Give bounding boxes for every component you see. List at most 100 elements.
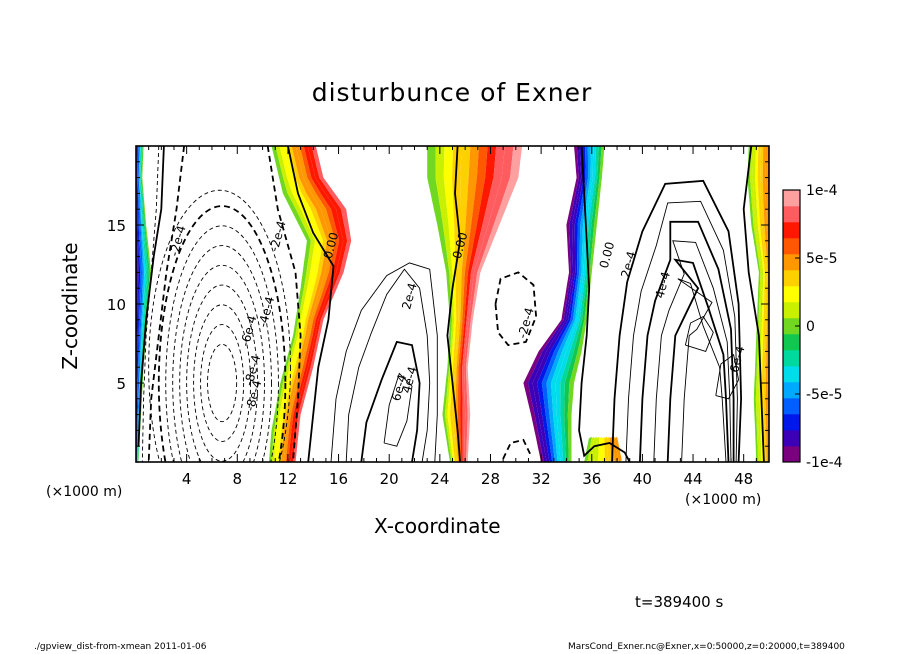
contour-line bbox=[611, 179, 743, 462]
colorbar-swatch bbox=[783, 446, 800, 463]
colorbar-tick-label: 0 bbox=[806, 319, 815, 335]
colorbar: 1e-4 5e-5 0 -5e-5 -1e-4 bbox=[782, 183, 843, 471]
shade-band bbox=[281, 146, 332, 462]
x-tick-label: 36 bbox=[582, 470, 601, 488]
contour-ring bbox=[193, 304, 252, 462]
colorbar-swatch bbox=[783, 254, 800, 271]
contour-label-group: 6e-4 bbox=[727, 344, 748, 374]
contour-line bbox=[330, 262, 438, 462]
shade-band bbox=[273, 146, 319, 462]
x-unit-label-right: (×1000 m) bbox=[685, 492, 762, 508]
x-tick-label: 16 bbox=[329, 470, 348, 488]
colorbar-swatch bbox=[783, 366, 800, 383]
y-tick-label: 5 bbox=[116, 375, 126, 393]
contour-ring bbox=[186, 284, 258, 462]
contour-label-group: 0.00 bbox=[597, 240, 617, 269]
colorbar-swatch bbox=[783, 318, 800, 335]
contour-lines bbox=[137, 146, 765, 462]
shade-band bbox=[137, 146, 149, 462]
shade-band bbox=[427, 146, 452, 462]
contour-line bbox=[266, 146, 302, 462]
x-tick-label: 24 bbox=[430, 470, 449, 488]
plot-area bbox=[136, 146, 769, 462]
shade-band bbox=[137, 146, 147, 462]
shade-band bbox=[598, 436, 602, 462]
contour-line bbox=[446, 146, 462, 462]
colorbar-swatch bbox=[783, 414, 800, 431]
shade-band bbox=[268, 146, 311, 462]
contour-label-group: 0.00 bbox=[321, 231, 341, 260]
shade-band bbox=[460, 146, 497, 462]
colorbar-swatch bbox=[783, 206, 800, 223]
contour-line bbox=[653, 240, 732, 462]
shade-band bbox=[564, 146, 602, 462]
contour-label-group: -4e-4 bbox=[256, 295, 278, 329]
contour-label-group: 0.00 bbox=[450, 231, 470, 260]
shade-band bbox=[443, 146, 457, 462]
contour-line bbox=[625, 200, 738, 462]
contour-label: 0.00 bbox=[450, 231, 470, 260]
contour-label-group: -6e-4 bbox=[238, 314, 260, 348]
shade-band bbox=[551, 146, 594, 462]
y-tick-label: 15 bbox=[107, 217, 126, 235]
colorbar-swatch bbox=[783, 382, 800, 399]
shade-band bbox=[747, 146, 761, 462]
shade-band bbox=[457, 146, 488, 462]
colorbar-swatch bbox=[783, 430, 800, 447]
contour-label-group: 4e-4 bbox=[652, 270, 673, 300]
x-tick-label: 32 bbox=[532, 470, 551, 488]
contour-line bbox=[137, 146, 165, 447]
contour-line bbox=[494, 271, 538, 347]
contour-line bbox=[360, 340, 421, 462]
shade-band bbox=[452, 146, 471, 462]
contour-label: -6e-4 bbox=[238, 314, 260, 348]
shade-band bbox=[288, 146, 344, 462]
contour-ring bbox=[200, 324, 245, 442]
shade-band bbox=[594, 436, 600, 462]
contour-line bbox=[141, 146, 160, 462]
contour-ring bbox=[165, 225, 279, 462]
colorbar-tick-label: -1e-4 bbox=[806, 455, 843, 471]
shade-band bbox=[435, 146, 455, 462]
shade-band bbox=[293, 146, 352, 462]
contour-label: 4e-4 bbox=[652, 270, 673, 300]
contour-label-group: 2e-4 bbox=[618, 250, 639, 280]
colorbar-swatch bbox=[783, 238, 800, 255]
colorbar-swatch bbox=[783, 334, 800, 351]
shade-band bbox=[462, 146, 505, 462]
colorbar-swatch bbox=[783, 270, 800, 287]
colorbar-swatch bbox=[783, 302, 800, 319]
x-tick-label: 4 bbox=[182, 470, 192, 488]
contour-ring bbox=[179, 264, 265, 462]
contour-label: 0.00 bbox=[597, 240, 617, 269]
x-tick-label: 44 bbox=[683, 470, 702, 488]
shade-band bbox=[560, 146, 599, 462]
shade-band bbox=[567, 146, 605, 462]
colorbar-swatch bbox=[783, 190, 800, 207]
contour-label: -4e-4 bbox=[256, 295, 278, 329]
chart-title: disturbunce of Exner bbox=[311, 78, 593, 107]
contour-label-group: 4e-4 bbox=[399, 365, 420, 395]
contour-line bbox=[666, 258, 730, 462]
shade-band bbox=[750, 146, 762, 462]
colorbar-tick-label: -5e-5 bbox=[806, 387, 843, 403]
time-readout: t=389400 s bbox=[635, 593, 724, 611]
x-tick-label: 20 bbox=[380, 470, 399, 488]
contour-line bbox=[715, 353, 740, 400]
contour-ring bbox=[157, 205, 287, 462]
shade-band bbox=[465, 146, 523, 462]
contour-label: 6e-4 bbox=[727, 344, 748, 374]
contour-label: 0.00 bbox=[321, 231, 341, 260]
contour-ring bbox=[172, 245, 272, 462]
contour-line bbox=[287, 146, 335, 462]
x-axis-label: X-coordinate bbox=[374, 514, 501, 538]
colorbar-tick-label: 5e-5 bbox=[806, 251, 837, 267]
x-tick-label: 48 bbox=[734, 470, 753, 488]
contour-line bbox=[742, 146, 765, 462]
contour-line bbox=[639, 220, 735, 462]
contour-line bbox=[345, 268, 431, 462]
contour-ring bbox=[207, 343, 238, 423]
shade-band bbox=[278, 146, 328, 462]
